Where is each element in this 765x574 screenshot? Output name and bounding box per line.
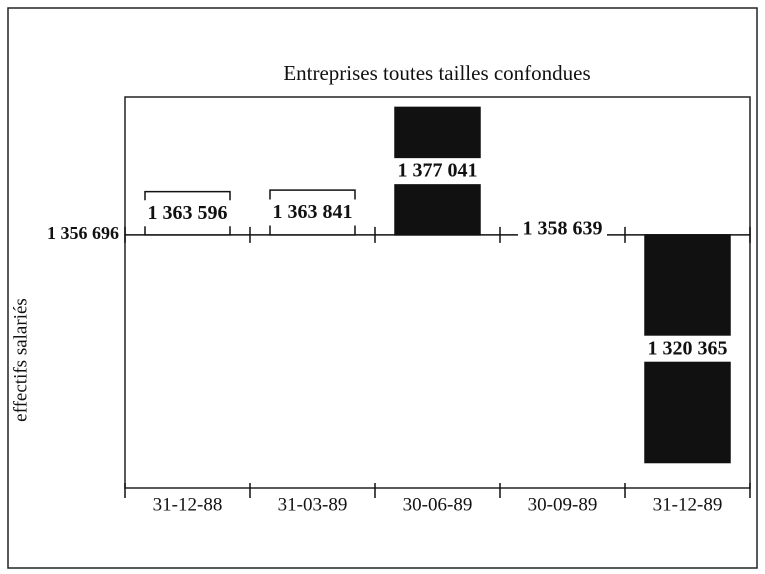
value-label: 1 377 041 bbox=[398, 160, 478, 182]
plot-area bbox=[124, 96, 751, 489]
chart-title: Entreprises toutes tailles confondues bbox=[283, 61, 590, 85]
label-gap bbox=[143, 200, 232, 227]
label-gap bbox=[518, 215, 607, 242]
frame bbox=[7, 7, 758, 569]
x-tick-label: 30-09-89 bbox=[528, 494, 598, 515]
label-gap bbox=[268, 199, 357, 226]
y-axis-label: effectifs salariés bbox=[10, 298, 31, 422]
x-tick-label: 31-12-88 bbox=[153, 494, 223, 515]
x-tick-label: 31-03-89 bbox=[278, 494, 348, 515]
label-gap bbox=[643, 335, 732, 362]
x-tick-label: 30-06-89 bbox=[403, 494, 473, 515]
x-tick-label: 31-12-89 bbox=[653, 494, 723, 515]
label-gap bbox=[393, 158, 482, 185]
value-label: 1 363 841 bbox=[273, 201, 353, 223]
value-label: 1 358 639 bbox=[523, 217, 603, 239]
y-tick-label: 1 356 696 bbox=[47, 223, 119, 243]
value-label: 1 363 596 bbox=[148, 202, 228, 224]
value-label: 1 320 365 bbox=[648, 337, 728, 359]
